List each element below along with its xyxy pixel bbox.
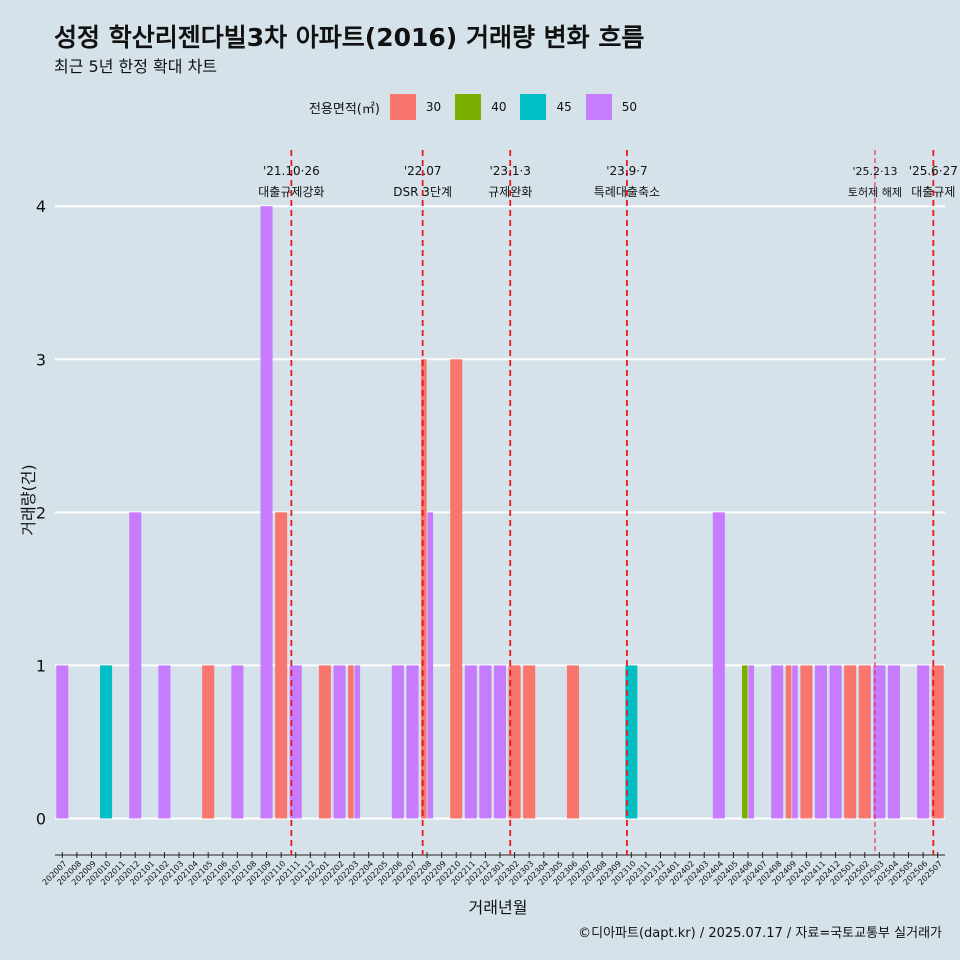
y-tick-label: 3 bbox=[36, 350, 46, 369]
event-label: DSR 3단계 bbox=[393, 185, 452, 199]
bar-202107-50 bbox=[231, 665, 244, 819]
y-tick-label: 4 bbox=[36, 197, 46, 216]
bar-202208-30 bbox=[421, 359, 427, 819]
bar-202210-30 bbox=[450, 359, 463, 819]
bar-202306-30 bbox=[566, 665, 579, 819]
bar-202412-50 bbox=[829, 665, 842, 819]
chart-title: 성정 학산리젠다빌3차 아파트(2016) 거래량 변화 흐름 bbox=[54, 23, 645, 52]
bar-202410-30 bbox=[800, 665, 813, 819]
event-date: '22.07 bbox=[404, 164, 442, 178]
event-date: '25.2·13 bbox=[852, 165, 897, 178]
chart-subtitle: 최근 5년 한정 확대 차트 bbox=[54, 57, 218, 76]
bar-202406-50 bbox=[748, 665, 755, 819]
bar-202409-30 bbox=[785, 665, 792, 819]
event-date: '25.6·27 bbox=[909, 164, 958, 178]
event-date: '23.1·3 bbox=[489, 164, 530, 178]
bar-202503-50 bbox=[873, 665, 886, 819]
bar-202207-50 bbox=[406, 665, 419, 819]
event-label: 특례대출축소 bbox=[594, 185, 660, 199]
bar-202301-50 bbox=[493, 665, 507, 819]
bar-202110-30 bbox=[275, 512, 288, 819]
source-caption: ©디아파트(dapt.kr) / 2025.07.17 / 자료=국토교통부 실… bbox=[578, 926, 942, 941]
legend-key-50 bbox=[585, 94, 612, 120]
bar-202504-50 bbox=[887, 665, 900, 819]
bar-202203-30 bbox=[348, 665, 354, 819]
bar-202203-50 bbox=[354, 665, 361, 819]
bar-202109-50 bbox=[260, 206, 273, 819]
legend-title: 전용면적(㎡) bbox=[308, 101, 380, 117]
bar-202012-50 bbox=[129, 512, 142, 819]
y-tick-label: 1 bbox=[36, 656, 46, 675]
bar-202208-50 bbox=[427, 512, 434, 819]
event-label: 토허제 해제 bbox=[848, 185, 902, 199]
bar-202206-50 bbox=[391, 665, 404, 819]
bar-202302-30 bbox=[508, 665, 521, 819]
legend: 전용면적(㎡) 30 40 45 50 bbox=[0, 93, 960, 121]
event-label: 대출규제 bbox=[911, 185, 955, 199]
event-date: '23.9·7 bbox=[606, 164, 647, 178]
event-label: 대출규제강화 bbox=[258, 185, 324, 199]
bar-202211-50 bbox=[464, 665, 477, 819]
legend-key-40 bbox=[455, 94, 482, 120]
legend-item-50: 50 bbox=[585, 94, 638, 120]
bar-202102-50 bbox=[158, 665, 171, 819]
y-tick-label: 0 bbox=[36, 809, 46, 828]
y-axis-title: 거래량(건) bbox=[19, 464, 38, 535]
bar-202501-30 bbox=[844, 665, 857, 819]
bar-202202-50 bbox=[333, 665, 346, 819]
bar-202502-30 bbox=[858, 665, 871, 819]
legend-label-45: 45 bbox=[556, 100, 572, 114]
bar-202408-50 bbox=[771, 665, 784, 819]
bar-202506-50 bbox=[917, 665, 930, 819]
bar-202212-50 bbox=[479, 665, 492, 819]
legend-item-45: 45 bbox=[520, 94, 572, 120]
event-date: '21.10·26 bbox=[263, 164, 320, 178]
bar-202411-50 bbox=[814, 665, 828, 819]
bar-202409-50 bbox=[792, 665, 798, 819]
bar-202310-45 bbox=[625, 665, 638, 819]
legend-label-30: 30 bbox=[425, 100, 442, 114]
bar-202303-30 bbox=[523, 665, 536, 819]
legend-item-30: 30 bbox=[389, 94, 442, 120]
legend-label-40: 40 bbox=[491, 100, 507, 114]
bar-202010-45 bbox=[100, 665, 113, 819]
bar-202105-30 bbox=[202, 665, 215, 819]
bar-202404-50 bbox=[712, 512, 725, 819]
legend-item-40: 40 bbox=[455, 94, 506, 120]
legend-label-50: 50 bbox=[621, 100, 638, 114]
bar-202111-50 bbox=[289, 665, 302, 819]
y-tick-label: 2 bbox=[36, 503, 46, 522]
bar-202507-30 bbox=[931, 665, 944, 819]
event-label: 규제완화 bbox=[488, 185, 532, 199]
bar-202007-50 bbox=[56, 665, 69, 819]
x-axis-title: 거래년월 bbox=[469, 898, 528, 917]
bar-202406-40 bbox=[742, 665, 748, 819]
bar-202201-30 bbox=[318, 665, 331, 819]
legend-key-45 bbox=[520, 94, 547, 120]
legend-key-30 bbox=[389, 94, 416, 120]
